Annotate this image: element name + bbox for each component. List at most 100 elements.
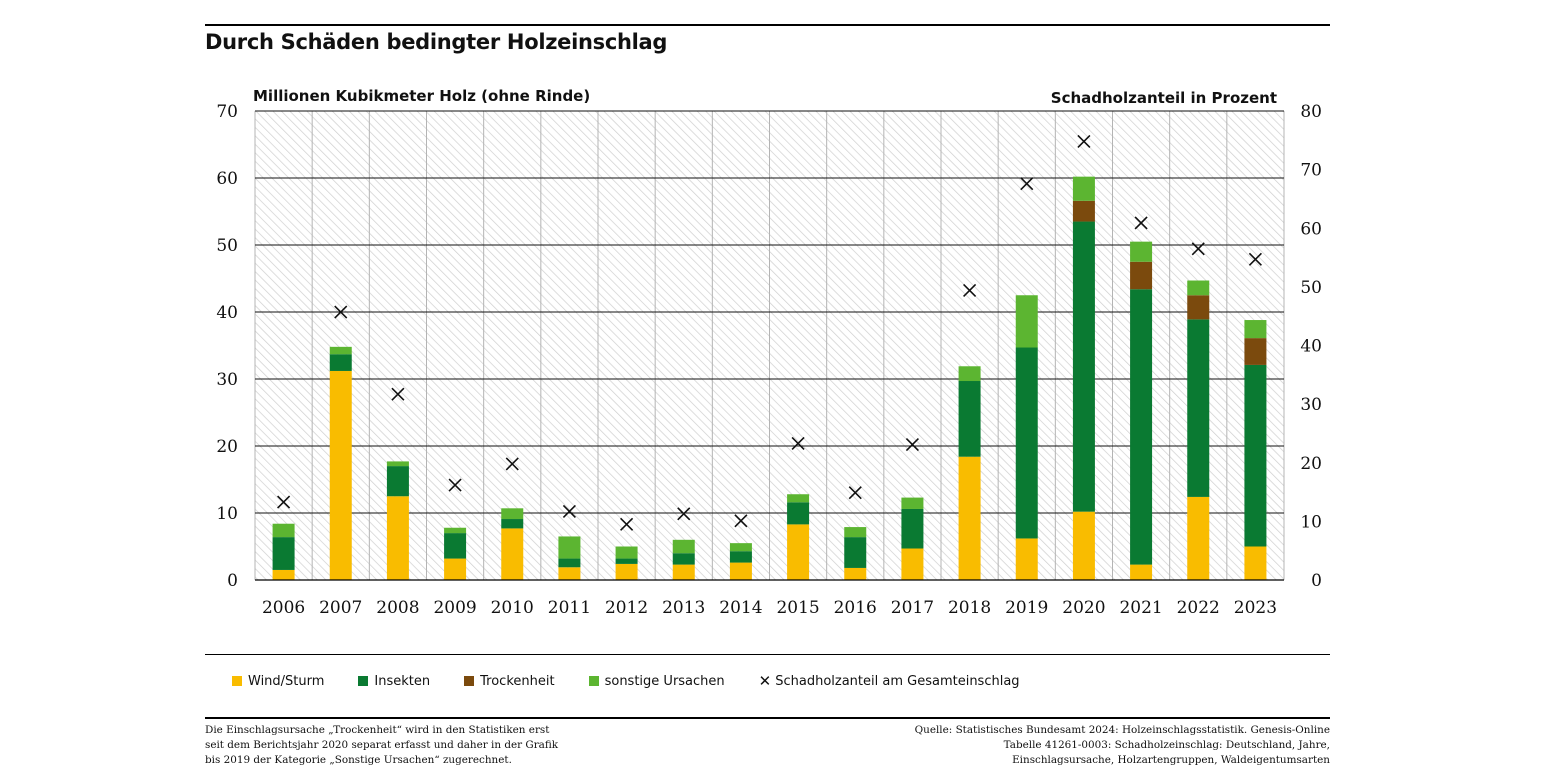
bar-segment-wind (444, 558, 467, 580)
bar-segment-insects (329, 354, 352, 371)
legend-label-other: sonstige Ursachen (604, 673, 725, 689)
bar-segment-wind (1072, 511, 1095, 580)
bar-segment-insects (901, 508, 924, 549)
category-label: 2007 (319, 598, 362, 618)
bar-segment-insects (1072, 221, 1095, 512)
x-marker-icon: ✕ (758, 671, 772, 690)
bar-segment-other (501, 508, 524, 520)
share-marker (562, 504, 576, 518)
category-label: 2008 (376, 598, 419, 618)
right-axis-ticks: 0 10 20 30 40 50 60 70 80 (1300, 102, 1322, 591)
bar-segment-insects (672, 553, 695, 565)
category-label: 2014 (719, 598, 762, 618)
bar-segment-other (958, 366, 981, 382)
category-label: 2018 (948, 598, 991, 618)
left-tick-label: 20 (216, 437, 238, 457)
bars (272, 176, 1267, 580)
right-tick-label: 60 (1300, 219, 1322, 239)
bar-segment-wind (558, 567, 581, 580)
left-tick-label: 0 (227, 571, 238, 591)
left-tick-label: 10 (216, 504, 238, 524)
right-tick-label: 0 (1311, 571, 1322, 591)
share-markers (277, 134, 1262, 531)
category-label: 2010 (491, 598, 534, 618)
legend-swatch-other (588, 676, 599, 686)
bar-segment-other (787, 494, 810, 503)
bar-segment-wind (901, 548, 924, 580)
category-label: 2019 (1005, 598, 1048, 618)
share-marker (905, 438, 919, 452)
bar-segment-other (901, 497, 924, 509)
bar-segment-other (672, 539, 695, 554)
right-tick-label: 70 (1300, 161, 1322, 181)
right-axis-title: Schadholzanteil in Prozent (1051, 89, 1277, 107)
bar-segment-other (386, 461, 409, 467)
bar-segment-insects (501, 519, 524, 529)
legend-label-insects: Insekten (374, 673, 431, 689)
bar-segment-insects (386, 466, 409, 497)
left-tick-label: 60 (216, 169, 238, 189)
vertical-grid (254, 111, 1285, 580)
left-tick-label: 40 (216, 303, 238, 323)
share-marker (277, 495, 291, 509)
bar-segment-insects (1244, 364, 1267, 547)
category-label: 2021 (1119, 598, 1162, 618)
share-marker (334, 305, 348, 319)
source-note: Quelle: Statistisches Bundesamt 2024: Ho… (914, 724, 1330, 766)
bar-segment-wind (272, 569, 295, 580)
share-marker (1077, 134, 1091, 149)
bar-segment-wind (958, 456, 981, 580)
share-marker (791, 436, 805, 450)
bar-segment-insects (958, 381, 981, 457)
right-tick-label: 20 (1300, 454, 1322, 474)
bar-segment-insects (1187, 319, 1210, 497)
share-marker (734, 514, 748, 528)
share-marker (1020, 177, 1034, 191)
bar-segment-wind (386, 496, 409, 580)
bar-segment-insects (729, 551, 752, 563)
category-label: 2022 (1177, 598, 1220, 618)
bar-segment-insects (1015, 347, 1038, 539)
bar-segment-wind (844, 567, 867, 580)
legend-label-drought: Trockenheit (480, 673, 555, 689)
bar-segment-insects (444, 533, 467, 559)
bar-segment-wind (787, 524, 810, 580)
bar-segment-other (272, 523, 295, 538)
bar-segment-insects (1130, 289, 1153, 565)
bar-segment-other (444, 527, 467, 534)
chart-title: Durch Schäden bedingter Holzeinschlag (205, 30, 668, 54)
legend-item-other: sonstige Ursachen (588, 673, 725, 689)
category-label: 2013 (662, 598, 705, 618)
right-tick-label: 50 (1300, 278, 1322, 298)
horizontal-grid (255, 110, 1284, 514)
bar-segment-other (329, 346, 352, 355)
share-marker (677, 507, 691, 521)
bar-segment-other (1072, 176, 1095, 201)
bar-segment-wind (1244, 546, 1267, 580)
bar-segment-other (1130, 241, 1153, 262)
bar-segment-insects (844, 537, 867, 568)
legend: Wind/Sturm Insekten Trockenheit sonstige… (232, 672, 1054, 690)
bar-segment-other (558, 536, 581, 559)
top-rule (205, 24, 1330, 26)
left-tick-label: 70 (216, 102, 238, 122)
share-marker (448, 478, 462, 492)
left-tick-label: 50 (216, 236, 238, 256)
category-label: 2011 (548, 598, 591, 618)
category-label: 2023 (1234, 598, 1277, 618)
share-marker (963, 283, 977, 297)
legend-swatch-drought (464, 676, 475, 686)
category-label: 2012 (605, 598, 648, 618)
bar-segment-drought (1187, 295, 1210, 320)
bar-segment-insects (558, 558, 581, 568)
right-tick-label: 80 (1300, 102, 1322, 122)
bar-segment-insects (615, 558, 638, 564)
bar-segment-drought (1244, 338, 1267, 365)
right-tick-label: 30 (1300, 395, 1322, 415)
left-tick-label: 30 (216, 370, 238, 390)
legend-item-drought: Trockenheit (464, 673, 555, 689)
share-marker (848, 486, 862, 500)
bar-segment-wind (1015, 538, 1038, 580)
bar-segment-insects (272, 537, 295, 570)
